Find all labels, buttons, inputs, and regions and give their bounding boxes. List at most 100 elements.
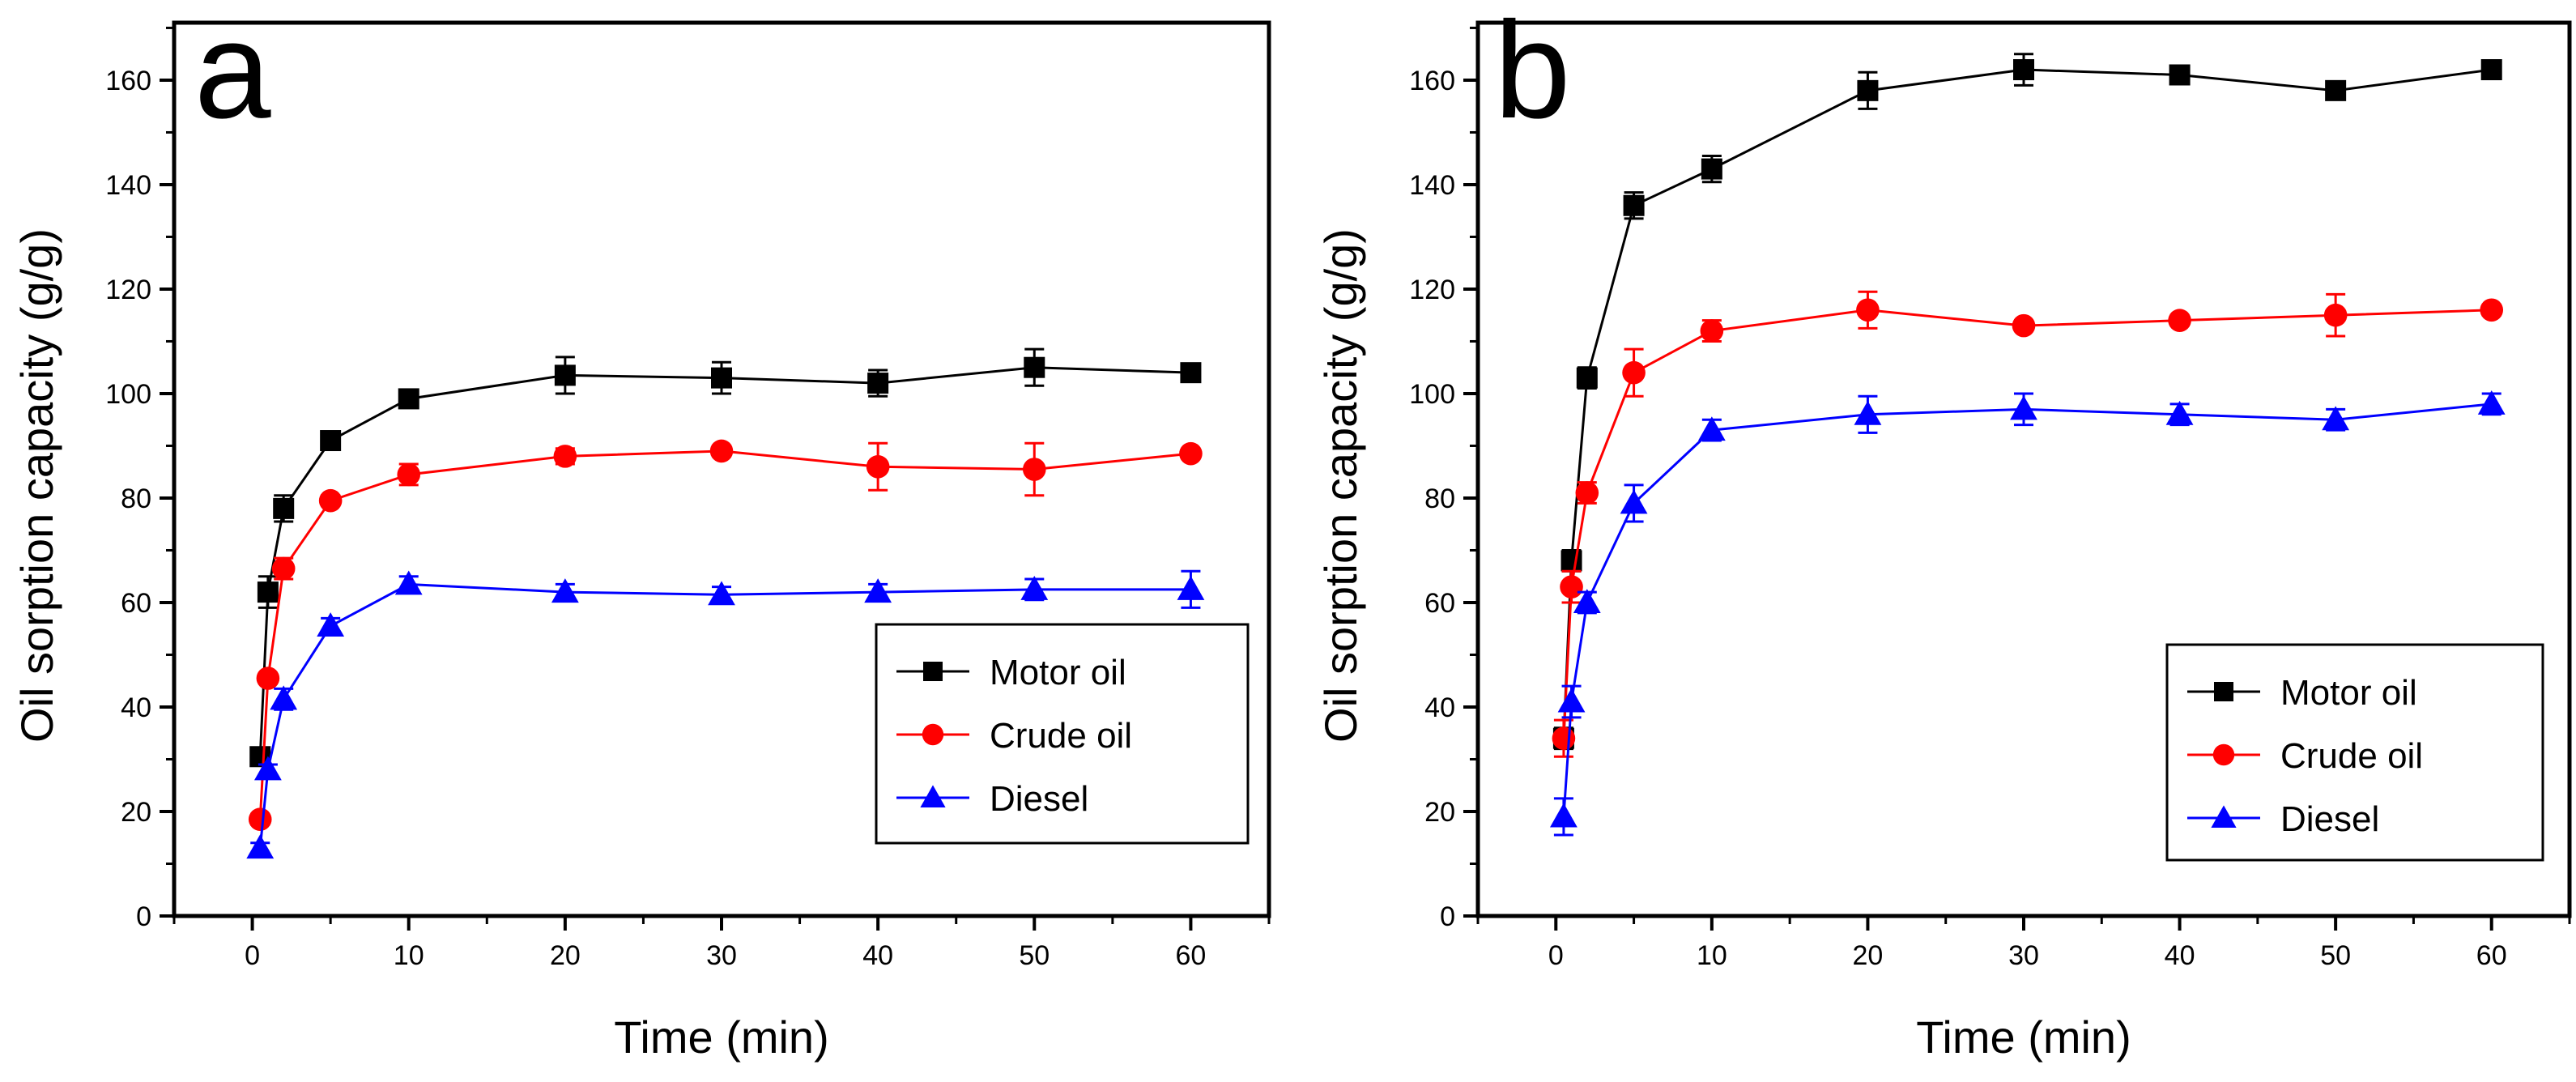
y-tick-label: 140 [1409, 170, 1455, 201]
data-point-square [1024, 356, 1045, 378]
y-tick-label: 140 [105, 170, 151, 201]
data-point-circle [1560, 575, 1583, 599]
y-tick-label: 40 [121, 692, 151, 723]
data-point-circle [1856, 298, 1880, 322]
y-tick-label: 20 [121, 797, 151, 828]
series-line [258, 449, 1191, 820]
data-point-square [398, 388, 419, 410]
data-point-circle [248, 807, 272, 831]
chart-panel-a: 0 10 20 30 40 50 60 0 20 40 60 80 100 120 140 160 Time (… [11, 0, 1271, 1063]
y-tick-label: 0 [136, 901, 151, 932]
y-tick-label: 160 [1409, 66, 1455, 96]
data-point-circle [318, 488, 343, 513]
data-point-triangle [317, 612, 345, 637]
x-tick-label: 50 [2320, 940, 2351, 971]
chart-panel-b: 0 10 20 30 40 50 60 0 20 40 60 80 100 120 140 160 Time (… [1315, 0, 2572, 1063]
legend-label: Crude oil [2280, 736, 2423, 776]
legend-item: Motor oil [2187, 673, 2417, 713]
x-tick-label: 60 [1176, 940, 1207, 971]
legend-label: Diesel [2280, 799, 2379, 839]
data-point-triangle [1854, 400, 1882, 425]
data-point-circle [397, 462, 421, 487]
x-tick-label: 0 [1548, 940, 1564, 971]
data-point-square [2480, 59, 2502, 81]
data-point-square [320, 430, 342, 452]
data-point-circle [1622, 360, 1646, 385]
series-motor-oil [249, 347, 1202, 768]
data-point-square [1561, 550, 1582, 572]
x-tick-label: 10 [1697, 940, 1727, 971]
data-point-circle [1575, 481, 1599, 505]
x-axis-label: Time (min) [1916, 1012, 2131, 1063]
series-crude-oil [1552, 290, 2504, 758]
y-tick-label: 120 [105, 275, 151, 305]
legend-label: Motor oil [2280, 673, 2417, 713]
data-point-circle [1179, 441, 1203, 466]
series-line [1562, 309, 2492, 739]
series-line [1562, 403, 2492, 817]
panel-label: a [194, 0, 271, 147]
y-tick-label: 120 [1409, 275, 1455, 305]
y-tick-label: 60 [121, 588, 151, 619]
y-axis-label: Oil sorption capacity (g/g) [11, 228, 62, 743]
x-tick-label: 20 [550, 940, 581, 971]
x-tick-label: 30 [2008, 940, 2039, 971]
series-diesel [1550, 390, 2506, 837]
data-point-square [1623, 194, 1645, 216]
panel-label: b [1494, 0, 1571, 147]
data-point-triangle [2322, 406, 2350, 431]
data-point-circle [709, 439, 734, 463]
data-point-triangle [864, 578, 892, 603]
data-point-circle [1700, 319, 1724, 343]
legend: Motor oil Crude oil Diesel [2165, 643, 2544, 862]
data-point-triangle [1620, 489, 1648, 514]
series-line [1562, 68, 2492, 739]
x-tick-label: 40 [2165, 940, 2195, 971]
data-point-square [1857, 79, 1879, 101]
y-tick-label: 40 [1424, 692, 1455, 723]
data-point-triangle [1557, 688, 1586, 713]
series-line [258, 366, 1191, 757]
data-point-circle [1022, 458, 1046, 481]
data-point-triangle [2477, 390, 2506, 415]
y-tick-label: 100 [1409, 379, 1455, 410]
data-point-circle [256, 667, 280, 690]
x-tick-label: 0 [245, 940, 260, 971]
data-point-square [273, 497, 295, 519]
data-point-circle [2323, 303, 2348, 327]
data-point-square [554, 364, 576, 386]
data-point-triangle [253, 756, 282, 781]
series-line [258, 582, 1191, 849]
legend-item: Diesel [896, 779, 1088, 819]
x-tick-label: 40 [862, 940, 893, 971]
y-tick-label: 20 [1424, 797, 1455, 828]
data-point-triangle [1550, 803, 1578, 828]
legend-label: Diesel [990, 779, 1088, 819]
data-point-circle [271, 556, 296, 581]
data-point-circle [2168, 309, 2191, 332]
data-point-circle [553, 445, 577, 468]
data-point-square [1180, 362, 1202, 384]
y-tick-label: 80 [1424, 483, 1455, 514]
y-tick-label: 80 [121, 483, 151, 514]
data-point-triangle [270, 685, 298, 710]
data-point-square [2214, 682, 2233, 701]
x-tick-label: 50 [1019, 940, 1050, 971]
x-tick-label: 10 [394, 940, 424, 971]
y-tick-label: 160 [105, 66, 151, 96]
series-crude-oil [248, 439, 1203, 831]
legend-label: Motor oil [990, 653, 1126, 692]
data-point-triangle [246, 834, 275, 859]
series-diesel [246, 569, 1205, 859]
data-point-circle [1552, 726, 1576, 750]
data-point-square [2169, 64, 2191, 86]
data-point-triangle [920, 785, 946, 807]
legend: Motor oil Crude oil Diesel [875, 623, 1250, 845]
data-point-triangle [551, 578, 579, 603]
data-point-triangle [2010, 395, 2037, 420]
data-point-triangle [1020, 575, 1049, 600]
data-point-triangle [708, 581, 735, 606]
data-point-circle [2012, 313, 2036, 338]
data-point-circle [2480, 298, 2504, 322]
